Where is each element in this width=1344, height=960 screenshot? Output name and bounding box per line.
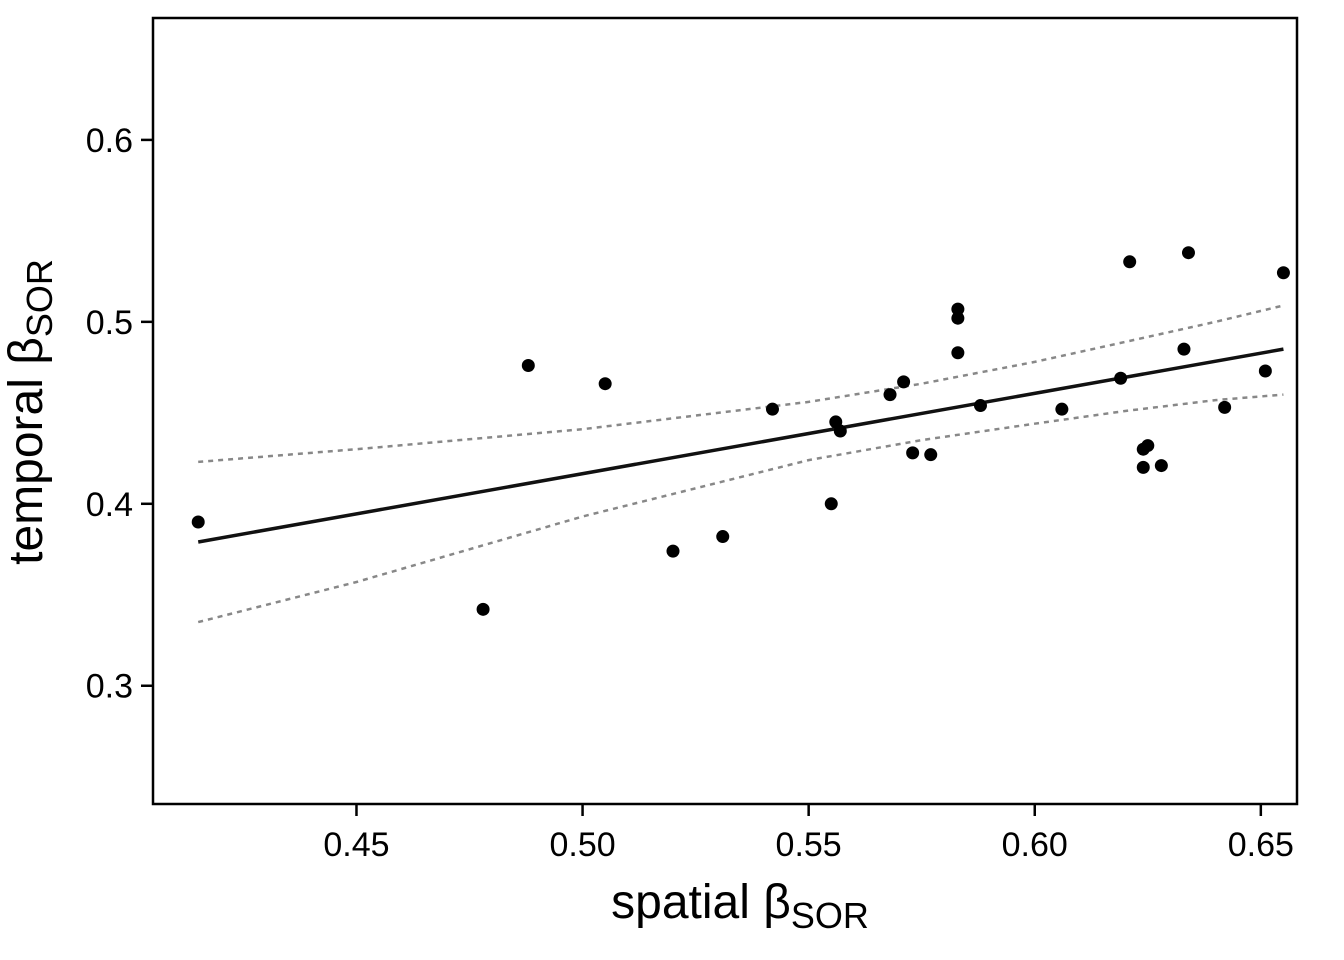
data-point (1055, 402, 1069, 416)
y-tick-label: 0.3 (86, 668, 133, 706)
data-point (1141, 439, 1155, 453)
regression-line (197, 347, 1284, 544)
data-point (824, 497, 838, 511)
data-point (716, 530, 730, 544)
data-point (765, 402, 779, 416)
x-tick-label: 0.50 (549, 826, 615, 864)
y-tick-label: 0.4 (86, 486, 133, 524)
y-tick-label: 0.5 (86, 304, 133, 342)
ci-upper-line (198, 304, 1284, 464)
x-tick-label: 0.65 (1228, 826, 1294, 864)
data-point (1154, 459, 1168, 473)
data-point (1218, 400, 1232, 414)
data-point (598, 377, 612, 391)
confidence-band (197, 304, 1284, 624)
data-point (973, 399, 987, 413)
data-point (1114, 371, 1128, 385)
x-axis-title-sub: SOR (791, 895, 869, 936)
data-point (1258, 364, 1272, 378)
data-point (191, 515, 205, 529)
data-point (951, 302, 965, 316)
data-points (191, 246, 1290, 616)
y-tick-label: 0.6 (86, 122, 133, 160)
data-point (883, 388, 897, 402)
data-point (924, 448, 938, 462)
data-point (666, 544, 680, 558)
y-axis-title-sub: SOR (19, 259, 60, 337)
ci-lower-line (197, 393, 1284, 624)
x-axis-title: spatial βSOR (611, 876, 869, 936)
data-point (951, 311, 965, 325)
x-axis-ticks: 0.45 0.50 0.55 0.60 0.65 (323, 804, 1294, 864)
data-point (951, 346, 965, 360)
data-point (906, 446, 920, 460)
data-point (1181, 246, 1195, 260)
x-tick-label: 0.55 (776, 826, 842, 864)
data-point (476, 602, 490, 616)
y-axis-title-main: temporal (0, 365, 53, 565)
plot-frame (151, 16, 1299, 806)
regression-line-group (197, 347, 1284, 544)
x-tick-label: 0.45 (323, 826, 389, 864)
y-axis-ticks: 0.3 0.4 0.5 0.6 (86, 122, 153, 706)
data-point (521, 359, 535, 373)
data-point (1177, 342, 1191, 356)
x-axis-title-main: spatial (611, 876, 763, 929)
data-point (833, 424, 847, 438)
y-axis-title: temporal βSOR (0, 259, 60, 565)
data-point (1276, 266, 1290, 280)
data-point (1136, 460, 1150, 474)
x-axis-title-symbol: β (763, 876, 791, 929)
data-point (897, 375, 911, 389)
y-axis-title-symbol: β (0, 337, 53, 365)
data-point (1123, 255, 1137, 269)
x-tick-label: 0.60 (1002, 826, 1068, 864)
